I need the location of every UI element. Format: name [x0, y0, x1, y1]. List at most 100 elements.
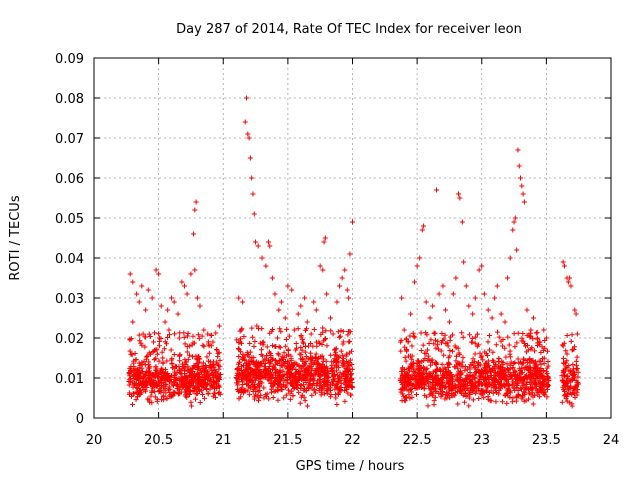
data-point — [134, 291, 140, 297]
data-point — [519, 183, 525, 189]
data-point — [266, 396, 272, 402]
data-point — [275, 335, 281, 341]
data-point — [169, 360, 175, 366]
data-point — [346, 329, 352, 335]
y-tick-label: 0.04 — [55, 252, 84, 267]
data-point — [568, 283, 574, 289]
data-point — [269, 343, 275, 349]
data-point — [143, 356, 149, 362]
data-point — [213, 330, 219, 336]
data-point — [466, 303, 472, 309]
data-point — [255, 393, 261, 399]
data-point — [201, 343, 207, 349]
data-point — [340, 358, 346, 364]
data-point — [280, 368, 286, 374]
data-point — [143, 307, 149, 313]
data-point — [473, 390, 479, 396]
data-point — [447, 348, 453, 354]
data-point — [334, 401, 340, 407]
data-point — [201, 374, 207, 380]
data-point — [493, 342, 499, 348]
data-point — [418, 330, 424, 336]
data-point — [165, 307, 171, 313]
data-point — [208, 332, 214, 338]
data-point — [505, 334, 511, 340]
data-point — [285, 348, 291, 354]
data-point — [126, 382, 132, 388]
data-point — [476, 267, 482, 273]
data-point — [311, 380, 317, 386]
data-point — [160, 374, 166, 380]
data-point — [285, 283, 291, 289]
x-tick-label: 23 — [473, 433, 490, 448]
data-point — [461, 259, 467, 265]
data-point — [308, 340, 314, 346]
data-point — [266, 349, 272, 355]
data-point — [216, 366, 222, 372]
data-point — [560, 343, 566, 349]
data-points — [126, 95, 582, 409]
data-point — [190, 354, 196, 360]
data-point — [323, 358, 329, 364]
data-point — [299, 336, 305, 342]
data-point — [507, 255, 513, 261]
data-point — [296, 389, 302, 395]
data-point — [211, 362, 217, 368]
data-point — [560, 355, 566, 361]
data-point — [147, 333, 153, 339]
y-tick-label: 0.06 — [55, 172, 84, 187]
data-point — [436, 291, 442, 297]
data-point — [184, 394, 190, 400]
data-point — [240, 382, 246, 388]
data-point — [279, 387, 285, 393]
data-point — [132, 351, 138, 357]
data-point — [276, 344, 282, 350]
data-point — [530, 315, 536, 321]
data-point — [408, 311, 414, 317]
data-point — [340, 339, 346, 345]
data-point — [147, 351, 153, 357]
data-point — [172, 390, 178, 396]
data-point — [217, 357, 223, 363]
data-point — [178, 371, 184, 377]
data-point — [129, 401, 135, 407]
data-point — [498, 311, 504, 317]
data-point — [199, 388, 205, 394]
data-point — [176, 335, 182, 341]
data-point — [277, 345, 283, 351]
data-point — [247, 155, 253, 161]
data-point — [281, 395, 287, 401]
data-point — [164, 395, 170, 401]
data-point — [431, 331, 437, 337]
data-point — [335, 329, 341, 335]
data-point — [185, 330, 191, 336]
data-point — [161, 346, 167, 352]
data-point — [168, 347, 174, 353]
data-point — [177, 330, 183, 336]
data-point — [139, 369, 145, 375]
data-point — [171, 374, 177, 380]
data-point — [289, 287, 295, 293]
data-point — [141, 359, 147, 365]
data-point — [188, 381, 194, 387]
data-point — [290, 393, 296, 399]
data-point — [407, 333, 413, 339]
data-point — [130, 391, 136, 397]
data-point — [425, 403, 431, 409]
data-point — [181, 364, 187, 370]
data-point — [158, 384, 164, 390]
data-point — [236, 346, 242, 352]
data-point — [325, 383, 331, 389]
data-point — [156, 335, 162, 341]
data-point — [143, 378, 149, 384]
data-point — [332, 346, 338, 352]
data-point — [272, 291, 278, 297]
x-tick-label: 21 — [215, 433, 232, 448]
data-point — [152, 330, 158, 336]
data-point — [249, 175, 255, 181]
data-point — [166, 332, 172, 338]
data-point — [186, 367, 192, 373]
data-point — [216, 390, 222, 396]
data-point — [291, 386, 297, 392]
data-point — [346, 362, 352, 368]
